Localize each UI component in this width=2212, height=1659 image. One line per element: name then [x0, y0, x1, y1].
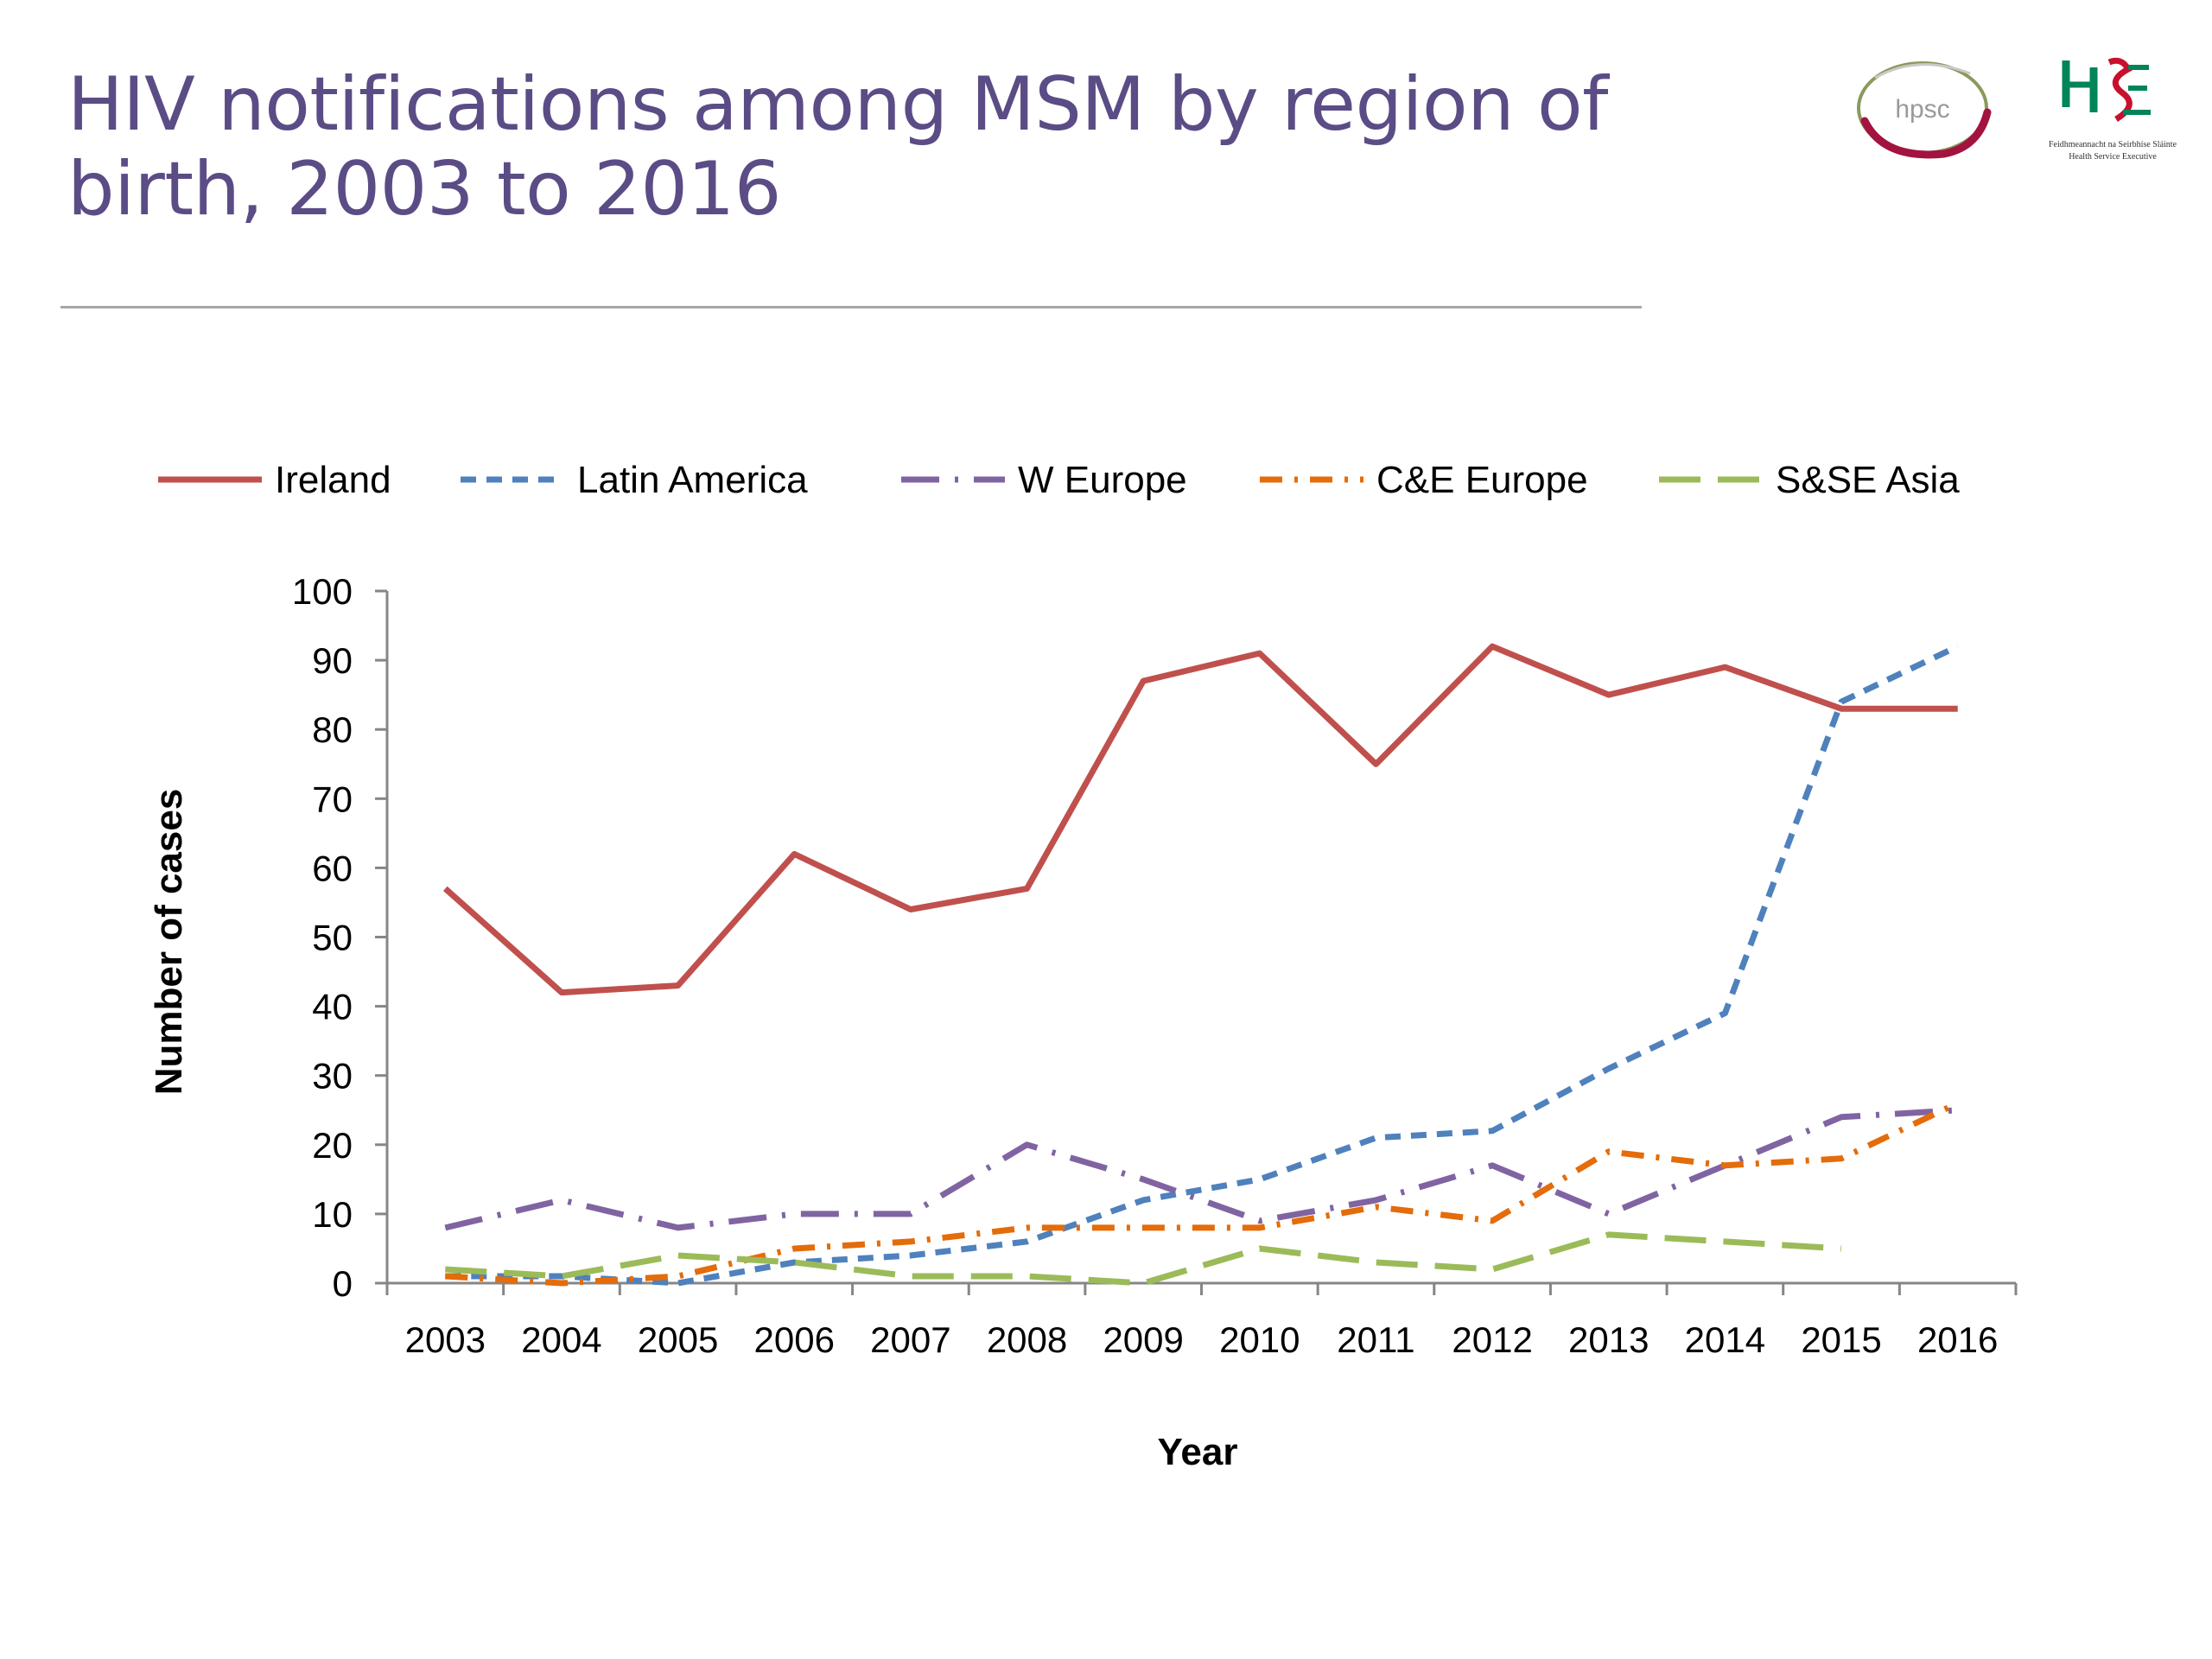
hpsc-logo: hpsc: [1857, 61, 1992, 159]
y-tick-label: 0: [333, 1263, 353, 1304]
x-axis-title: Year: [1158, 1431, 1238, 1473]
legend-label: S&SE Asia: [1776, 459, 1960, 501]
x-tick-label: 2016: [1917, 1319, 1998, 1360]
x-tick-label: 2013: [1568, 1319, 1649, 1360]
legend-label: W Europe: [1018, 459, 1187, 501]
y-tick-label: 100: [292, 571, 353, 612]
x-tick-label: 2005: [638, 1319, 718, 1360]
y-axis: 0 10 20 30 40 50 60 70 80 90 100: [292, 571, 389, 1304]
chart-legend: Ireland Latin America W Europe C&E Europe S&…: [158, 459, 1960, 501]
y-tick-label: 70: [312, 779, 353, 819]
y-tick-label: 90: [312, 640, 353, 681]
x-tick-label: 2011: [1337, 1319, 1414, 1360]
y-tick-label: 20: [312, 1125, 353, 1166]
title-divider: [60, 306, 1642, 308]
y-tick-label: 30: [312, 1056, 353, 1096]
hpsc-logo-text: hpsc: [1895, 95, 1949, 124]
x-tick-label: 2006: [754, 1319, 835, 1360]
slide-title: HIV notifications among MSM by region of…: [67, 61, 1608, 232]
legend-label: C&E Europe: [1376, 459, 1588, 501]
hse-logo-mark: [2062, 57, 2151, 122]
hse-caption-english: Health Service Executive: [2069, 152, 2157, 162]
x-tick-label: 2009: [1103, 1319, 1183, 1360]
x-axis: 2003 2004 2005 2006 2007 2008 2009 2010 2011 2012…: [385, 1281, 2018, 1360]
series-line-s-se-asia: [445, 1231, 1842, 1287]
series-line-w-europe: [444, 1107, 1958, 1231]
y-axis-title: Number of cases: [148, 789, 190, 1096]
x-tick-label: 2012: [1452, 1319, 1532, 1360]
y-tick-label: 50: [312, 918, 353, 958]
x-tick-label: 2010: [1219, 1319, 1300, 1360]
x-tick-label: 2014: [1685, 1319, 1765, 1360]
y-tick-label: 40: [312, 987, 353, 1027]
y-tick-label: 10: [312, 1194, 353, 1235]
series-line-latin-america: [445, 643, 1960, 1287]
x-tick-label: 2003: [405, 1319, 486, 1360]
x-tick-label: 2015: [1801, 1319, 1881, 1360]
series-line-c-e-europe: [445, 1100, 1960, 1287]
legend-label: Ireland: [275, 459, 391, 501]
line-chart: Ireland Latin America W Europe C&E Europe S&…: [148, 459, 2018, 1473]
x-tick-label: 2004: [521, 1319, 601, 1360]
y-tick-label: 80: [312, 709, 353, 750]
x-tick-label: 2007: [870, 1319, 950, 1360]
hse-caption-irish: Feidhmeannacht na Seirbhíse Sláinte: [2049, 140, 2177, 149]
x-tick-label: 2008: [987, 1319, 1067, 1360]
series-line-ireland: [442, 643, 1958, 996]
y-tick-label: 60: [312, 848, 353, 888]
plot-area: [442, 643, 1960, 1287]
hse-logo: Feidhmeannacht na Seirbhíse Sláinte Heal…: [2049, 57, 2177, 162]
legend-label: Latin America: [577, 459, 808, 501]
